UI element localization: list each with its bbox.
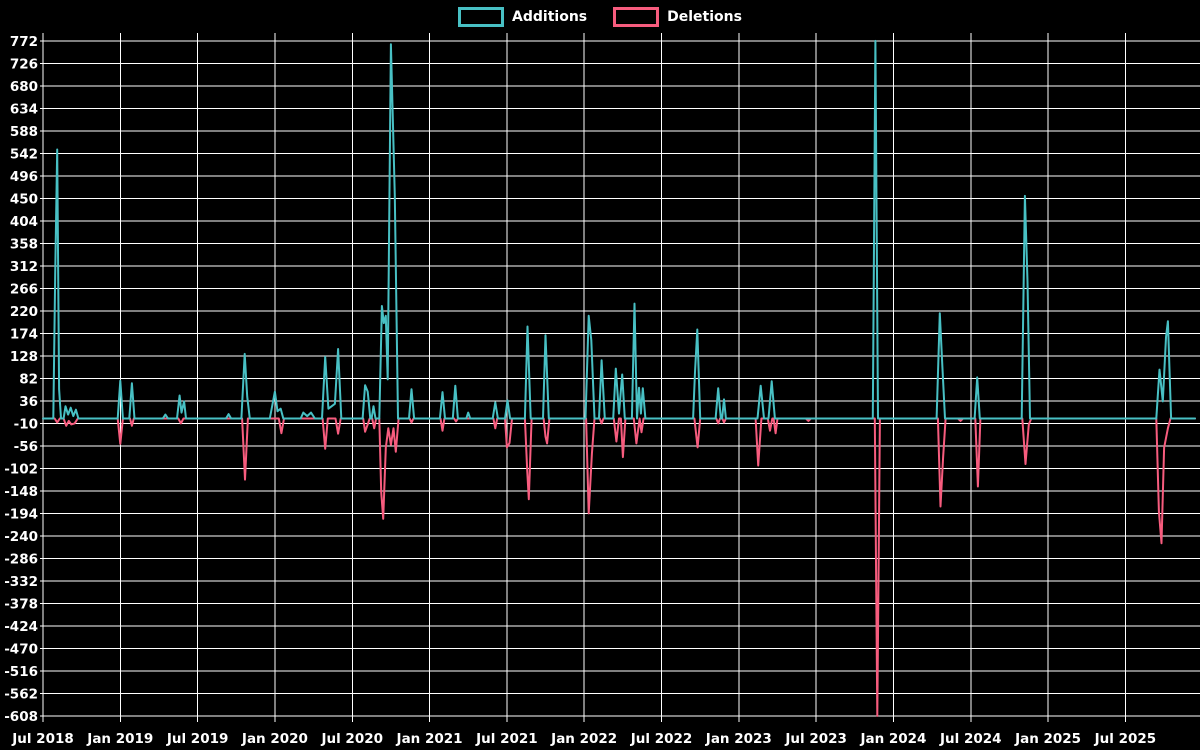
additions-line xyxy=(42,39,1196,420)
y-tick-label: -516 xyxy=(4,664,38,680)
y-tick-label: 680 xyxy=(10,79,38,95)
y-tick-label: 496 xyxy=(10,169,38,185)
y-tick-label: 772 xyxy=(10,34,38,50)
x-tick-label: Jul 2020 xyxy=(320,731,383,747)
legend-deletions-label: Deletions xyxy=(667,9,742,25)
y-tick-label: 634 xyxy=(10,101,38,117)
y-tick-label: 220 xyxy=(10,304,38,320)
y-tick-label: 36 xyxy=(19,394,38,410)
y-tick-label: -56 xyxy=(14,439,38,455)
x-tick-label: Jan 2024 xyxy=(859,731,926,747)
legend-item-additions[interactable]: Additions xyxy=(458,7,587,27)
y-tick-label: -240 xyxy=(4,529,38,545)
y-tick-label: -148 xyxy=(4,484,38,500)
y-tick-label: 404 xyxy=(10,214,38,230)
y-tick-label: 588 xyxy=(10,124,38,140)
y-tick-label: -378 xyxy=(4,596,38,612)
legend-item-deletions[interactable]: Deletions xyxy=(613,7,742,27)
x-tick-label: Jan 2025 xyxy=(1014,731,1081,747)
x-tick-label: Jul 2021 xyxy=(475,731,538,747)
x-tick-label: Jan 2023 xyxy=(705,731,772,747)
y-tick-label: -332 xyxy=(4,574,38,590)
y-tick-label: 450 xyxy=(10,191,38,207)
x-tick-label: Jan 2021 xyxy=(396,731,463,747)
y-tick-label: -424 xyxy=(4,619,38,635)
y-tick-label: -10 xyxy=(14,416,38,432)
legend-additions-label: Additions xyxy=(512,9,588,25)
x-tick-label: Jul 2023 xyxy=(784,731,847,747)
x-tick-label: Jan 2020 xyxy=(241,731,308,747)
y-tick-label: -470 xyxy=(4,641,38,657)
y-tick-label: 726 xyxy=(10,56,38,72)
y-tick-label: 542 xyxy=(10,146,38,162)
y-tick-label: -102 xyxy=(4,461,38,477)
x-tick-label: Jul 2025 xyxy=(1094,731,1157,747)
x-tick-label: Jan 2022 xyxy=(550,731,617,747)
y-tick-label: 82 xyxy=(19,371,38,387)
y-tick-label: 358 xyxy=(10,236,38,252)
y-tick-label: 128 xyxy=(10,349,38,365)
y-tick-label: -562 xyxy=(4,686,38,702)
additions-swatch-icon xyxy=(458,7,505,27)
x-tick-label: Jul 2024 xyxy=(939,731,1002,747)
chart-legend: Additions Deletions xyxy=(0,7,1200,27)
y-tick-label: -608 xyxy=(4,709,38,725)
x-tick-label: Jul 2018 xyxy=(11,731,74,747)
y-tick-label: -194 xyxy=(4,506,38,522)
x-tick-label: Jan 2019 xyxy=(86,731,153,747)
y-tick-label: 174 xyxy=(10,326,38,342)
x-tick-label: Jul 2022 xyxy=(630,731,693,747)
y-tick-label: 312 xyxy=(10,259,38,275)
deletions-swatch-icon xyxy=(613,7,660,27)
y-tick-label: 266 xyxy=(10,281,38,297)
x-tick-label: Jul 2019 xyxy=(166,731,229,747)
y-tick-label: -286 xyxy=(4,551,38,567)
